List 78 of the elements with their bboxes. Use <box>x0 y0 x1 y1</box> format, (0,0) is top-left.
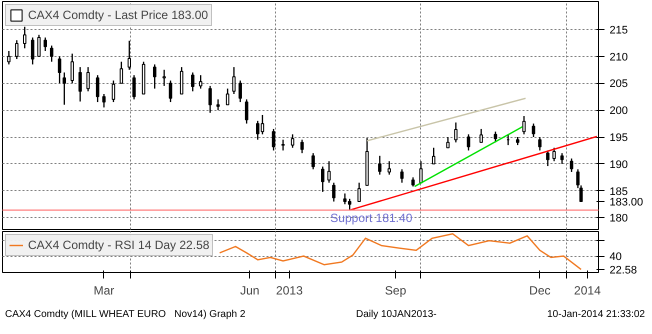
x-tick-label: Sep <box>384 284 407 298</box>
y-tick-label: 180 <box>610 212 628 225</box>
candlestick <box>23 26 26 49</box>
x-tick-label: Jun <box>240 284 260 298</box>
candlestick <box>132 74 136 100</box>
x-tick-label: 2013 <box>276 284 304 298</box>
candlestick <box>86 66 90 92</box>
text: 10-Jan-2014 21:33:02 <box>547 308 645 322</box>
x-tick-label: 2014 <box>574 284 602 298</box>
candlestick <box>62 72 66 106</box>
candlestick <box>290 134 294 148</box>
candlestick <box>411 176 415 188</box>
candlestick <box>208 85 212 114</box>
candlestick <box>454 122 458 144</box>
candlestick <box>446 136 450 148</box>
y-tick-label: 205 <box>610 78 628 90</box>
candlestick <box>378 155 382 176</box>
candlestick <box>70 53 74 84</box>
candlestick <box>327 160 331 184</box>
candlestick <box>244 98 248 124</box>
candlestick <box>432 147 436 165</box>
candlestick <box>198 74 202 90</box>
x-tick-label: Mar <box>94 284 114 298</box>
candlestick <box>232 66 236 95</box>
text: Daily 10JAN2013- <box>356 308 437 322</box>
candlestick <box>191 72 194 92</box>
candlestick <box>226 88 230 106</box>
candlestick <box>538 136 542 152</box>
legend-label: CAX4 Comdty - Last Price 183.00 <box>28 8 208 22</box>
candlestick <box>332 182 336 202</box>
y-tick-label: 215 <box>610 24 628 36</box>
y-tick-label: 195 <box>610 132 628 144</box>
candlestick <box>546 150 550 167</box>
candlestick <box>96 74 100 103</box>
candlestick <box>400 168 404 184</box>
candlestick <box>162 69 166 87</box>
candlestick <box>58 56 62 84</box>
y-tick-label: 210 <box>610 51 628 64</box>
candlestick <box>560 152 564 165</box>
candlestick <box>78 66 82 102</box>
candlestick <box>180 66 184 95</box>
candlestick <box>112 80 116 103</box>
candlestick <box>388 160 391 176</box>
candlestick <box>238 80 242 103</box>
y-tick-label: 185 <box>610 186 628 198</box>
candlestick <box>272 128 276 152</box>
candlestick <box>37 34 41 57</box>
legend-label: CAX4 Comdty - RSI 14 Day 22.58 <box>28 238 210 252</box>
text: CAX4 Comdty (MILL WHEAT EURO Nov14) Graph 2 <box>5 308 246 322</box>
candlestick <box>311 152 315 170</box>
candlestick <box>357 182 361 202</box>
candlestick <box>552 147 556 162</box>
y-tick-label: 190 <box>610 158 628 171</box>
y-tick-label: 183.00 <box>610 196 644 209</box>
candlestick <box>281 139 285 152</box>
candlestick <box>128 40 131 70</box>
candlestick <box>216 98 220 111</box>
candlestick <box>30 36 34 66</box>
candlestick <box>300 139 304 154</box>
candlestick <box>570 158 574 173</box>
candlestick <box>50 44 54 62</box>
candlestick <box>120 61 124 84</box>
y-tick-label: 200 <box>610 105 628 118</box>
line-series <box>218 233 582 270</box>
candlestick <box>7 50 11 66</box>
candlestick <box>15 40 18 60</box>
candlestick <box>321 166 324 193</box>
y-tick-label: 40 <box>610 251 622 264</box>
candlestick <box>44 36 47 52</box>
candlestick <box>102 93 106 108</box>
candlestick <box>532 122 536 138</box>
y-tick-label: 22.58 <box>610 264 638 276</box>
candlestick <box>466 134 470 152</box>
ref-line-label: Support 181.40 <box>330 211 413 226</box>
candlestick <box>168 80 172 103</box>
candlestick <box>152 64 156 90</box>
candlestick <box>480 128 483 144</box>
x-tick-label: Dec <box>529 284 551 298</box>
